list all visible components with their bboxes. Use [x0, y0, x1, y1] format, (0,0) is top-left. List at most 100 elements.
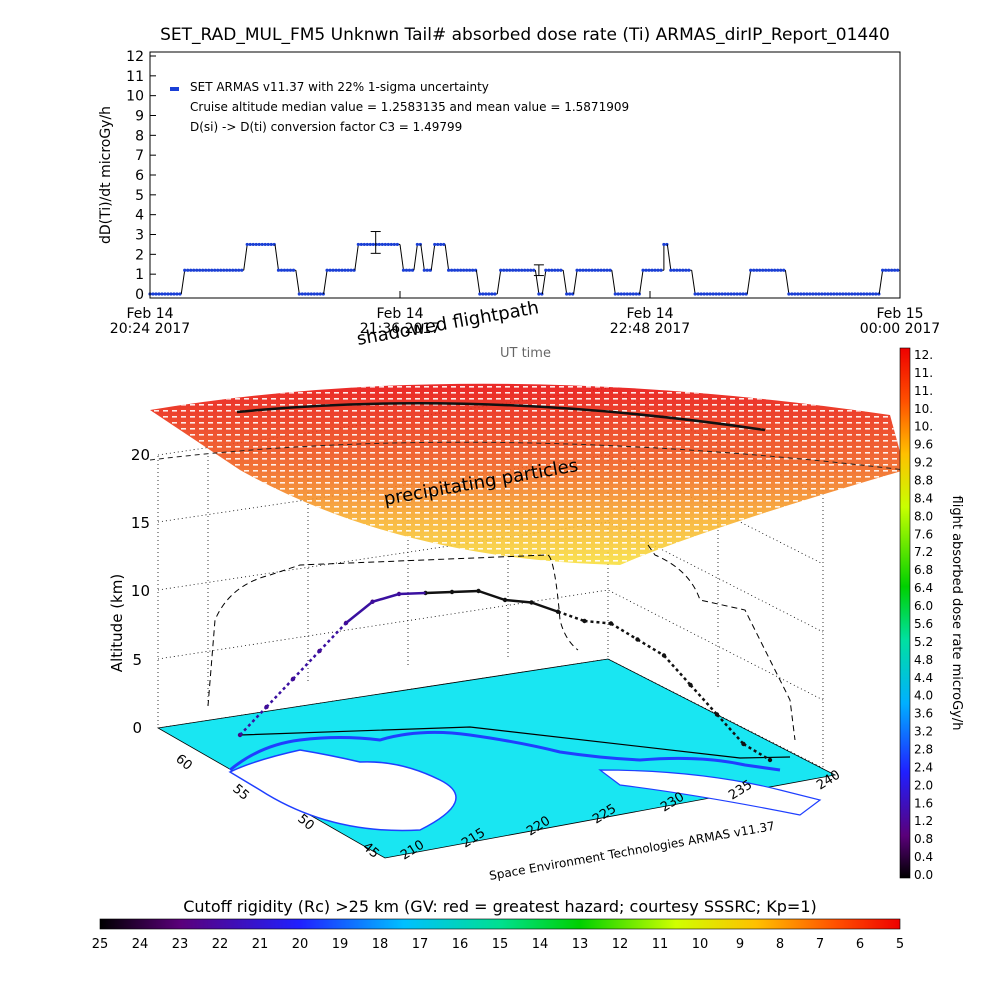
dose-colorbar-tick: 4.8	[914, 653, 933, 667]
data-point	[647, 268, 651, 272]
series-connector	[420, 244, 425, 271]
z-tick-15: 15	[131, 514, 150, 532]
data-point	[634, 292, 638, 296]
series-connector	[399, 244, 404, 271]
shadowed-flightpath	[236, 402, 766, 432]
data-point	[847, 292, 851, 296]
data-point	[260, 242, 264, 247]
data-point	[248, 242, 252, 247]
data-point	[257, 242, 261, 247]
flightpath-segment	[398, 591, 426, 596]
data-point	[459, 268, 463, 272]
data-point	[309, 292, 313, 296]
dose-colorbar-tick: 7.6	[914, 527, 933, 541]
rigidity-colorbar-title: Cutoff rigidity (Rc) >25 km (GV: red = g…	[183, 897, 817, 916]
data-point	[890, 268, 894, 272]
dose-colorbar-tick: 3.2	[914, 725, 933, 739]
data-point	[853, 292, 857, 296]
y-tick-label: 2	[135, 247, 144, 263]
data-point	[776, 268, 780, 272]
data-point	[337, 268, 341, 272]
data-point	[608, 268, 612, 272]
data-point	[425, 268, 429, 272]
y-tick-label: 9	[135, 109, 144, 125]
series-connector	[639, 270, 644, 295]
data-point	[263, 242, 267, 247]
data-point	[631, 292, 635, 296]
series-connector	[878, 270, 884, 295]
data-point	[568, 292, 572, 296]
flightpath-segment	[345, 600, 374, 624]
data-point	[767, 268, 771, 272]
data-point	[684, 268, 688, 272]
data-point	[820, 292, 824, 296]
data-point	[508, 268, 512, 272]
data-point	[868, 292, 872, 296]
data-point	[602, 268, 606, 272]
data-point	[702, 292, 706, 296]
data-point	[526, 268, 530, 272]
rigidity-colorbar-tick: 17	[412, 937, 429, 952]
data-point	[687, 268, 691, 272]
series-connector	[496, 270, 502, 295]
data-point	[841, 292, 845, 296]
data-point	[325, 268, 329, 272]
data-point	[328, 268, 332, 272]
data-point	[779, 268, 783, 272]
y-tick-label: 11	[126, 69, 144, 85]
dose-colorbar-tick: 12.	[914, 348, 933, 362]
flightpath-projection-left	[207, 554, 579, 707]
data-point	[625, 292, 629, 296]
data-point	[529, 268, 533, 272]
legend-line-1: SET ARMAS v11.37 with 22% 1-sigma uncert…	[190, 80, 489, 94]
data-point	[678, 268, 682, 272]
data-point	[832, 292, 836, 296]
data-point	[559, 268, 563, 272]
dose-rate-colorbar-label: flight absorbed dose rate microGy/h	[949, 496, 964, 731]
data-point	[859, 292, 863, 296]
data-point	[349, 268, 353, 272]
data-point	[823, 292, 827, 296]
data-point	[520, 268, 524, 272]
dose-colorbar-tick: 10.	[914, 402, 933, 416]
data-point	[285, 268, 290, 272]
data-point	[490, 292, 494, 296]
data-point	[553, 268, 557, 272]
data-point	[453, 268, 457, 272]
data-point	[207, 268, 211, 272]
data-point	[404, 268, 409, 272]
data-point	[228, 268, 232, 272]
data-point	[234, 268, 238, 272]
coastline	[229, 730, 781, 772]
data-point	[811, 292, 815, 296]
series-connector	[666, 244, 672, 271]
dose-colorbar-tick: 1.6	[914, 796, 933, 810]
data-point	[874, 292, 878, 296]
x-tick-time-2: 21:36 2017	[360, 321, 440, 337]
data-point	[796, 292, 800, 296]
data-point	[401, 268, 406, 272]
shadowed-flightpath-edge	[149, 441, 906, 471]
dose-colorbar-tick: 0.8	[914, 832, 933, 846]
flightpath-segment	[478, 589, 506, 602]
data-point	[195, 268, 199, 272]
series-connector	[243, 244, 248, 271]
data-point	[550, 268, 554, 272]
data-point	[219, 268, 223, 272]
data-point	[422, 268, 426, 272]
data-point	[447, 268, 451, 272]
data-point	[269, 242, 273, 247]
data-point	[738, 292, 742, 296]
data-point	[151, 292, 155, 296]
altitude-axis: 0 5 10 15 20 Altitude (km)	[108, 446, 150, 737]
legend-line-3: D(si) -> D(ti) conversion factor C3 = 1.…	[190, 120, 462, 134]
rigidity-colorbar-fill	[99, 918, 901, 930]
rigidity-colorbar-tick: 7	[816, 937, 824, 952]
y-tick-label: 0	[135, 287, 144, 303]
data-point	[204, 268, 208, 272]
data-point	[556, 268, 560, 272]
data-point	[505, 268, 509, 272]
data-point	[773, 268, 777, 272]
dose-colorbar-tick: 11.	[914, 384, 933, 398]
